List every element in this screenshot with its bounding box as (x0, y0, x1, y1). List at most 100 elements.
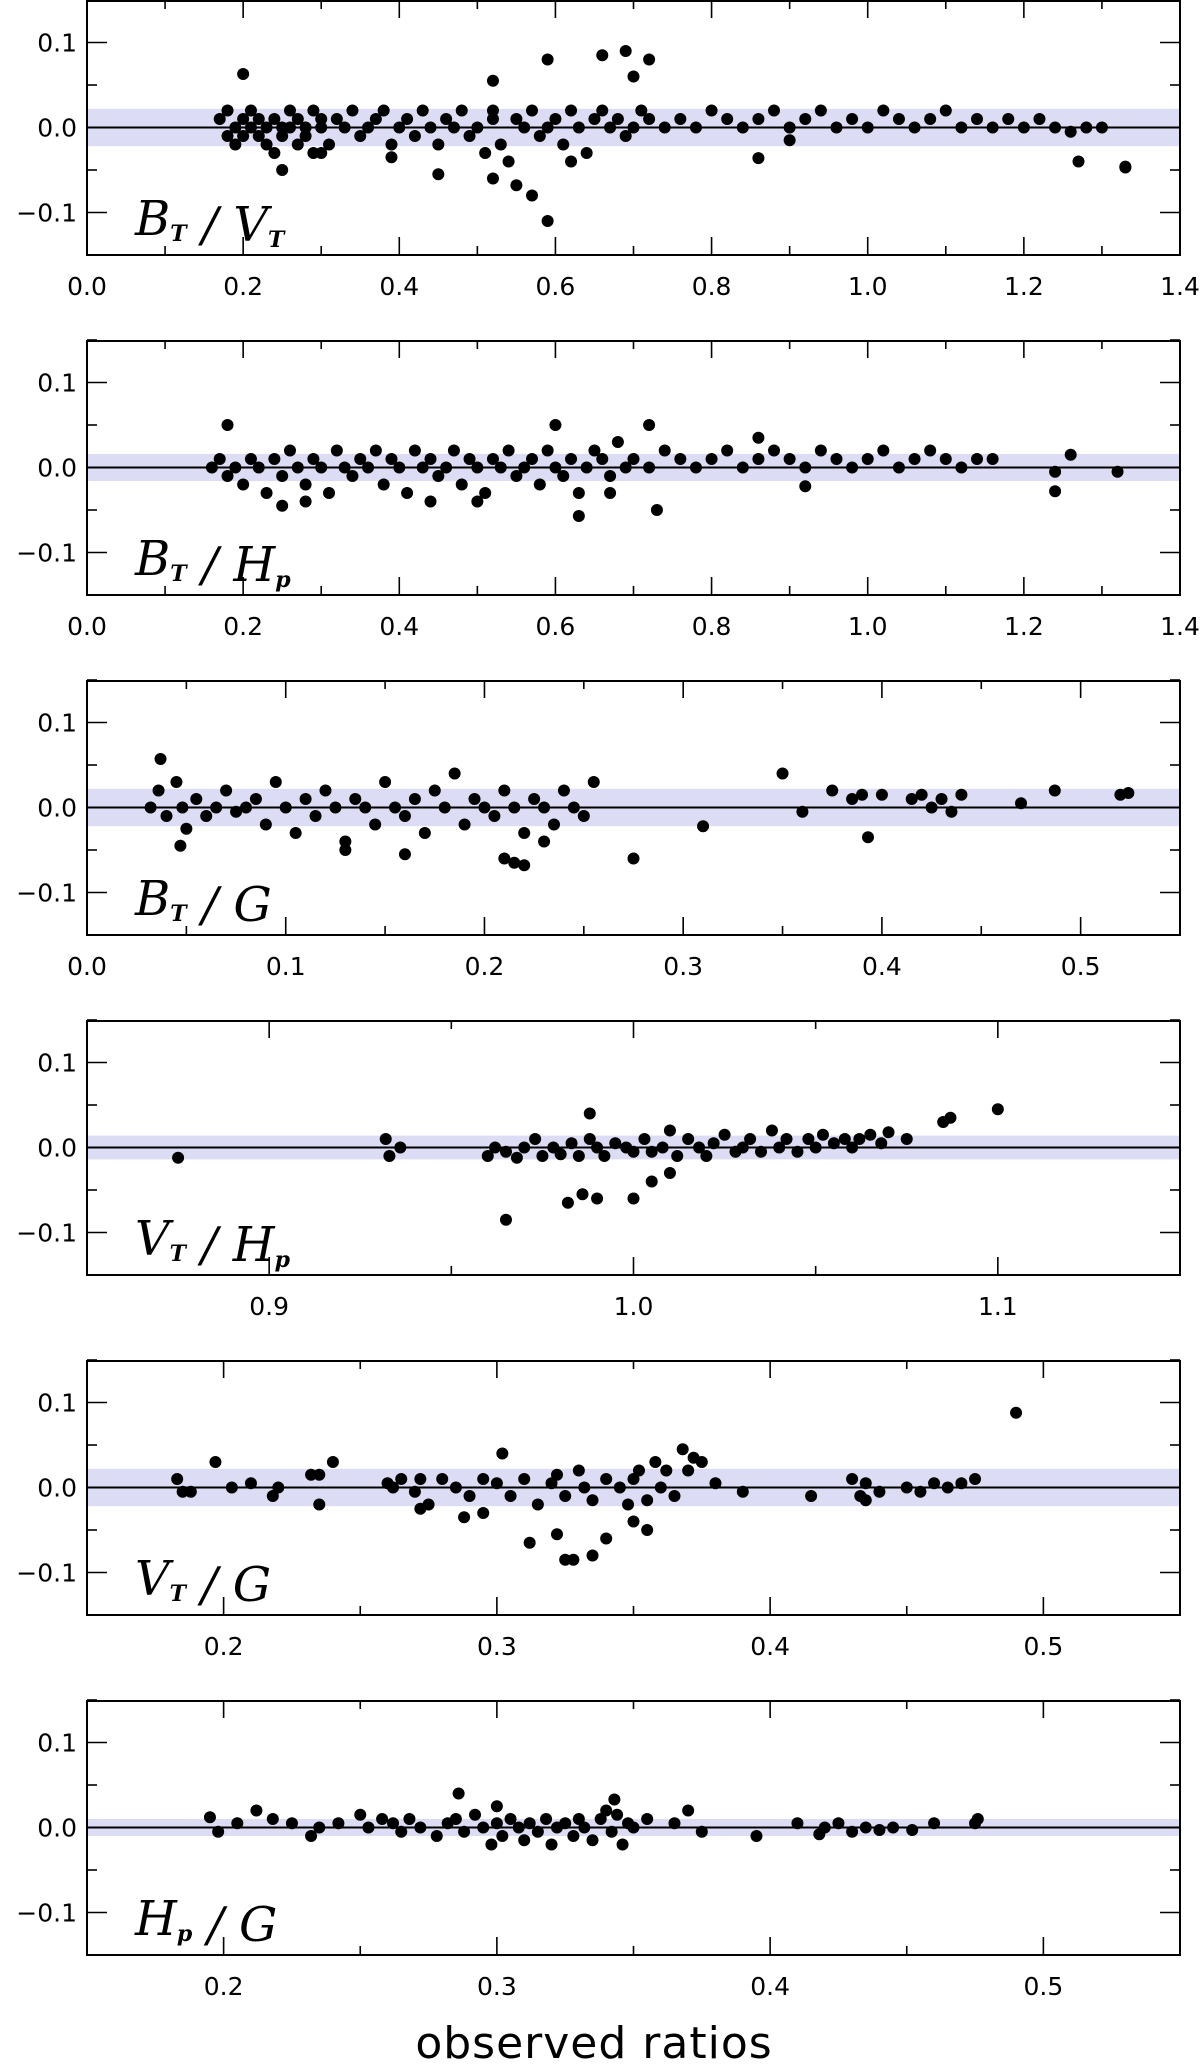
data-point (619, 130, 632, 142)
data-point (695, 1825, 708, 1838)
data-point (791, 1145, 804, 1158)
data-point (418, 827, 431, 839)
data-point (649, 1456, 662, 1468)
data-point (299, 130, 312, 142)
data-point (1033, 113, 1046, 125)
data-point (955, 461, 968, 474)
data-point (377, 478, 390, 491)
data-point (846, 461, 859, 474)
data-point (796, 805, 809, 818)
data-point (369, 113, 382, 125)
x-tick-label: 0.3 (663, 952, 703, 981)
data-point (471, 121, 484, 134)
data-point (477, 1473, 490, 1485)
data-point (752, 113, 765, 125)
data-point (549, 461, 562, 474)
x-tick-label: 1.1 (978, 1292, 1018, 1321)
data-point (432, 168, 445, 181)
data-point (171, 1473, 184, 1485)
data-point (387, 1817, 400, 1830)
data-point (605, 1825, 618, 1838)
data-point (572, 509, 585, 522)
data-point (645, 1175, 658, 1188)
x-tick-label: 0.4 (750, 1632, 790, 1661)
data-point (887, 1821, 900, 1834)
data-point (832, 1817, 845, 1830)
data-point (643, 53, 656, 66)
data-point (449, 1813, 462, 1825)
data-point (401, 487, 414, 499)
data-point (205, 461, 218, 474)
panel-label: BT / VT (134, 191, 286, 253)
x-tick-label: 1.0 (848, 612, 888, 641)
data-point (496, 1830, 509, 1842)
panel-1: −0.1 0.0 0.1 0.0 0.2 0.4 0.6 0.8 1.0 1.2 1.4 BT / V… (16, 0, 1200, 301)
data-point (424, 453, 437, 465)
data-point (231, 1817, 244, 1830)
data-point (291, 461, 304, 474)
data-point (486, 74, 499, 87)
x-tick-label: 0.8 (692, 612, 732, 641)
data-point (323, 487, 336, 499)
data-point (682, 1133, 695, 1145)
data-point (494, 461, 507, 474)
data-point (600, 1804, 613, 1817)
data-point (596, 453, 609, 465)
data-point (499, 1213, 512, 1226)
data-point (541, 121, 554, 134)
data-point (559, 1490, 572, 1502)
data-point (531, 1825, 544, 1838)
data-point (176, 801, 189, 814)
data-point (971, 1813, 984, 1825)
data-point (393, 121, 406, 134)
y-tick-label: −0.1 (16, 879, 77, 908)
data-point (864, 1128, 877, 1141)
data-point (945, 805, 958, 818)
x-tick-label: 0.4 (379, 272, 419, 301)
data-point (309, 810, 322, 822)
data-point (565, 1137, 578, 1150)
data-point (752, 431, 765, 444)
data-point (1002, 113, 1015, 125)
data-point (408, 793, 421, 805)
data-point (583, 1133, 596, 1145)
data-point (518, 827, 531, 839)
data-point (572, 487, 585, 499)
data-point (818, 1821, 831, 1834)
data-point (588, 444, 601, 457)
data-point (567, 1830, 580, 1842)
data-point (498, 852, 511, 865)
data-point (305, 1468, 318, 1481)
data-point (276, 499, 289, 512)
data-point (915, 788, 928, 801)
data-point (180, 822, 193, 835)
data-point (526, 189, 539, 202)
data-point (250, 1804, 263, 1817)
data-point (578, 1481, 591, 1494)
data-point (338, 121, 351, 134)
data-point (578, 1821, 591, 1834)
data-point (830, 121, 843, 134)
data-point (567, 1553, 580, 1566)
data-point (924, 113, 937, 125)
data-point (541, 215, 554, 227)
data-point (504, 1813, 517, 1825)
data-point (721, 113, 734, 125)
data-point (508, 801, 521, 814)
data-point (627, 1821, 640, 1834)
data-point (518, 461, 531, 474)
data-point (638, 1133, 651, 1145)
data-point (986, 121, 999, 134)
data-point (791, 1817, 804, 1830)
data-point (627, 70, 640, 83)
data-point (315, 461, 328, 474)
points (172, 1103, 1004, 1226)
y-tick-label: −0.1 (16, 1559, 77, 1588)
data-point (455, 104, 468, 117)
data-point (924, 444, 937, 457)
data-point (939, 104, 952, 117)
data-point (526, 453, 539, 465)
data-point (449, 1481, 462, 1494)
data-point (604, 121, 617, 134)
x-tick-label: 0.6 (536, 612, 576, 641)
